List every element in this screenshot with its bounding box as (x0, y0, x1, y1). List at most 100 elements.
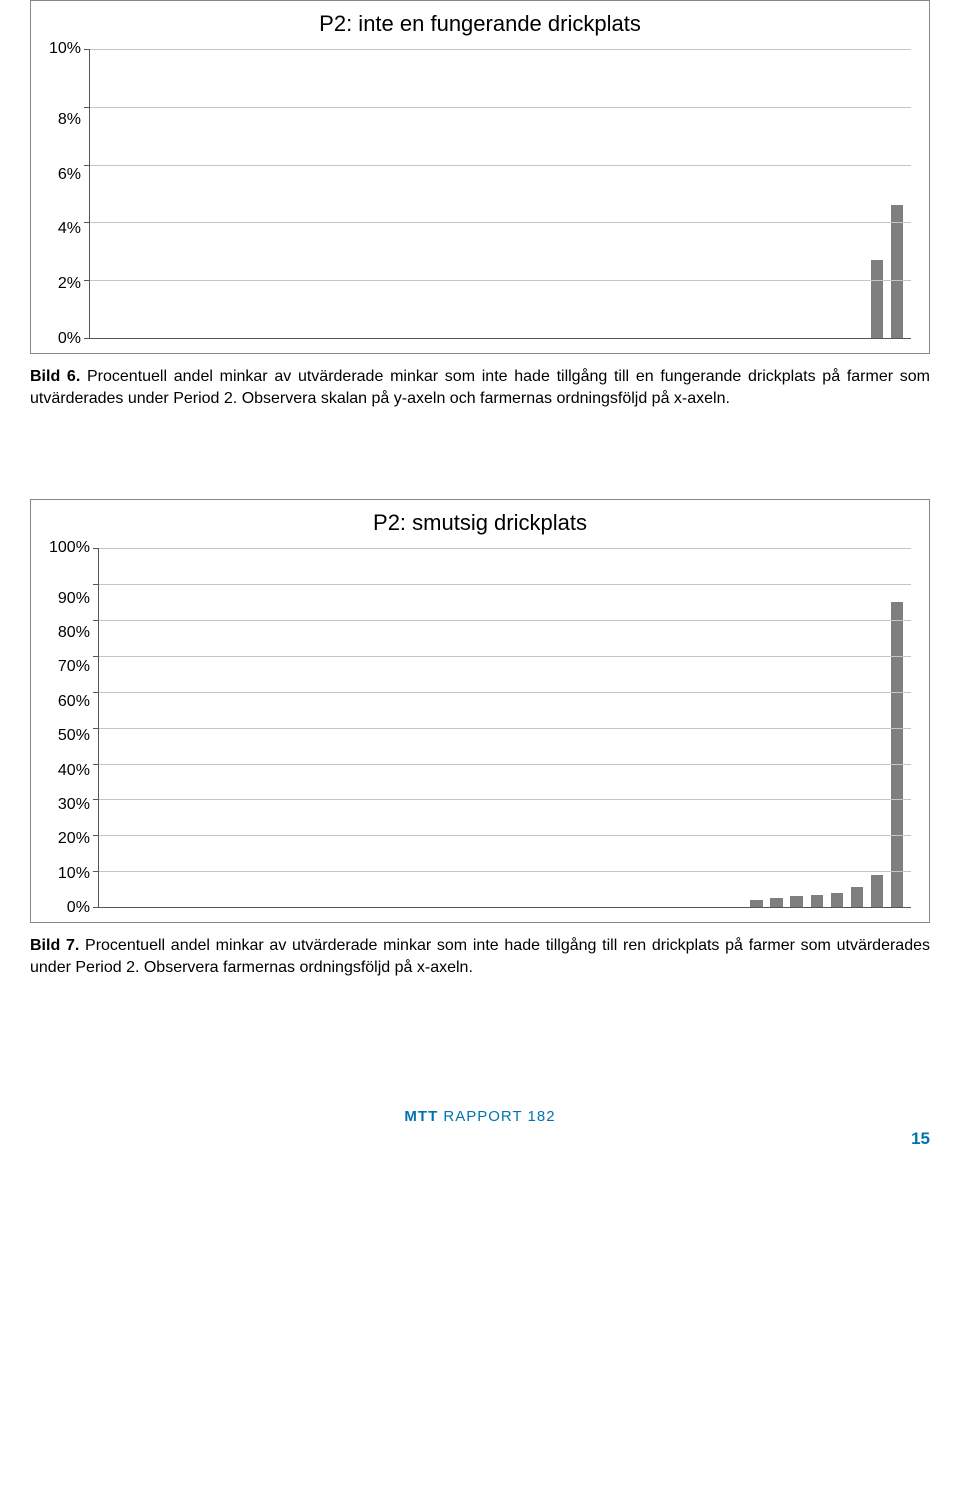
gridline (90, 280, 911, 281)
y-tick-label: 4% (58, 221, 81, 237)
bar-slot (521, 49, 541, 338)
y-tickmark (84, 280, 90, 281)
chart-2-area: 100%90%80%70%60%50%40%30%20%10%0% (49, 548, 911, 908)
bar (770, 898, 782, 907)
footer-text: RAPPORT 182 (443, 1108, 555, 1125)
bar-slot (94, 49, 114, 338)
bar-slot (196, 49, 216, 338)
chart-1-container: P2: inte en fungerande drickplats 10% 8% 6… (30, 0, 930, 354)
gridline (99, 692, 911, 693)
bar-slot (460, 49, 480, 338)
y-tickmark (93, 799, 99, 800)
y-tickmark (93, 835, 99, 836)
gridline (90, 165, 911, 166)
chart-1-area: 10%8%6%4%2%0% (49, 49, 911, 339)
bar-slot (236, 49, 256, 338)
bar-slot (541, 49, 561, 338)
bar (891, 602, 903, 907)
bar-slot (318, 49, 338, 338)
y-tick-label: 30% (58, 797, 90, 813)
y-tickmark (84, 222, 90, 223)
bar-slot (745, 49, 765, 338)
bar-slot (724, 49, 744, 338)
bar-slot (562, 49, 582, 338)
bar-slot (785, 49, 805, 338)
y-tickmark (93, 728, 99, 729)
caption-1-label: Bild 6. (30, 368, 80, 385)
bar (790, 896, 802, 907)
bar-slot (501, 49, 521, 338)
bar-slot (846, 49, 866, 338)
gridline (90, 222, 911, 223)
y-tick-label: 40% (58, 763, 90, 779)
bar-slot (399, 49, 419, 338)
y-tick-label: 10% (58, 866, 90, 882)
y-tickmark (93, 656, 99, 657)
y-tick-label: 6% (58, 167, 81, 183)
gridline (99, 871, 911, 872)
chart-1-y-axis: 10%8%6%4%2%0% (49, 49, 89, 339)
bar-slot (806, 49, 826, 338)
bar-slot (867, 49, 887, 338)
bar-slot (643, 49, 663, 338)
y-tick-label: 0% (58, 331, 81, 347)
gridline (99, 620, 911, 621)
gridline (99, 728, 911, 729)
chart-1-bars (90, 49, 911, 338)
y-tickmark (93, 907, 99, 908)
y-tickmark (84, 338, 90, 339)
bar-slot (826, 49, 846, 338)
gridline (99, 835, 911, 836)
bar-slot (297, 49, 317, 338)
bar-slot (663, 49, 683, 338)
footer-prefix: MTT (404, 1108, 438, 1125)
y-tick-label: 90% (58, 591, 90, 607)
page-number: 15 (30, 1129, 930, 1149)
gridline (99, 584, 911, 585)
y-tick-label: 8% (58, 112, 81, 128)
y-tickmark (84, 107, 90, 108)
y-tickmark (84, 49, 90, 50)
bar-slot (480, 49, 500, 338)
y-tick-label: 10% (49, 41, 81, 57)
gridline (90, 107, 911, 108)
bar-slot (623, 49, 643, 338)
bar-slot (704, 49, 724, 338)
bar-slot (135, 49, 155, 338)
bar-slot (887, 49, 907, 338)
chart-2-plot (98, 548, 911, 908)
caption-2: Bild 7. Procentuell andel minkar av utvä… (30, 935, 930, 978)
caption-1-text: Procentuell andel minkar av utvärderade … (30, 368, 930, 407)
bar-slot (257, 49, 277, 338)
y-tick-label: 70% (58, 659, 90, 675)
gridline (90, 49, 911, 50)
y-tickmark (93, 764, 99, 765)
gridline (99, 656, 911, 657)
bar-slot (379, 49, 399, 338)
bar-slot (765, 49, 785, 338)
y-tickmark (93, 692, 99, 693)
bar-slot (277, 49, 297, 338)
y-tick-label: 50% (58, 728, 90, 744)
caption-1: Bild 6. Procentuell andel minkar av utvä… (30, 366, 930, 409)
bar-slot (684, 49, 704, 338)
bar-slot (602, 49, 622, 338)
bar (811, 895, 823, 908)
y-tick-label: 100% (49, 540, 90, 556)
chart-2-y-axis: 100%90%80%70%60%50%40%30%20%10%0% (49, 548, 98, 908)
bar-slot (338, 49, 358, 338)
y-tickmark (84, 165, 90, 166)
bar-slot (216, 49, 236, 338)
y-tickmark (93, 871, 99, 872)
bar-slot (582, 49, 602, 338)
chart-2-title: P2: smutsig drickplats (49, 510, 911, 536)
chart-1-plot (89, 49, 911, 339)
bar (831, 893, 843, 907)
gridline (99, 799, 911, 800)
bar (871, 260, 883, 338)
y-tick-label: 2% (58, 276, 81, 292)
chart-1-title: P2: inte en fungerande drickplats (49, 11, 911, 37)
chart-2-container: P2: smutsig drickplats 100%90%80%70%60%5… (30, 499, 930, 923)
bar-slot (175, 49, 195, 338)
bar-slot (358, 49, 378, 338)
